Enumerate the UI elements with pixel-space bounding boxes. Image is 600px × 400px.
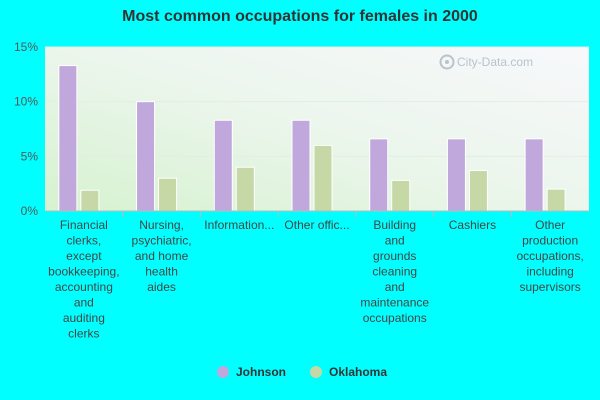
x-tick-label: Other offic... bbox=[284, 218, 349, 232]
x-tick-label: Building and grounds cleaning and maintenance… bbox=[360, 218, 429, 325]
x-tick-label: Information... bbox=[204, 218, 274, 232]
bar-johnson-5 bbox=[369, 138, 389, 212]
watermark: City-Data.com bbox=[439, 54, 533, 70]
bar-oklahoma-5 bbox=[391, 179, 411, 212]
watermark-text: City-Data.com bbox=[457, 55, 533, 69]
y-tick-label: 15% bbox=[14, 40, 38, 54]
legend-swatch-johnson bbox=[217, 366, 229, 378]
legend-label-oklahoma: Oklahoma bbox=[329, 365, 387, 379]
bar-johnson-1 bbox=[58, 65, 78, 212]
x-tick-label: Financial clerks, except bookkeeping, accoun… bbox=[48, 218, 119, 341]
bar-johnson-4 bbox=[291, 119, 311, 212]
bar-johnson-7 bbox=[524, 138, 544, 212]
x-tick-label: Other production occupations, including supe… bbox=[516, 218, 583, 294]
bar-oklahoma-6 bbox=[468, 170, 488, 212]
bar-johnson-3 bbox=[213, 119, 233, 212]
bar-johnson-2 bbox=[136, 101, 156, 212]
bar-oklahoma-4 bbox=[313, 144, 333, 212]
x-tick-label: Nursing, psychiatric, and home health aides bbox=[132, 218, 192, 294]
chart-title: Most common occupations for females in 2… bbox=[122, 8, 478, 25]
y-tick-label: 5% bbox=[21, 149, 39, 163]
bar-oklahoma-1 bbox=[80, 189, 100, 212]
legend-swatch-oklahoma bbox=[310, 366, 322, 378]
bar-johnson-6 bbox=[446, 138, 466, 212]
y-tick-label: 10% bbox=[14, 95, 38, 109]
bar-oklahoma-7 bbox=[546, 188, 566, 212]
bar-oklahoma-2 bbox=[158, 177, 178, 212]
x-tick-label: Cashiers bbox=[449, 218, 496, 232]
legend-label-johnson: Johnson bbox=[236, 365, 286, 379]
bar-oklahoma-3 bbox=[235, 166, 255, 212]
y-tick-label: 0% bbox=[21, 204, 39, 218]
